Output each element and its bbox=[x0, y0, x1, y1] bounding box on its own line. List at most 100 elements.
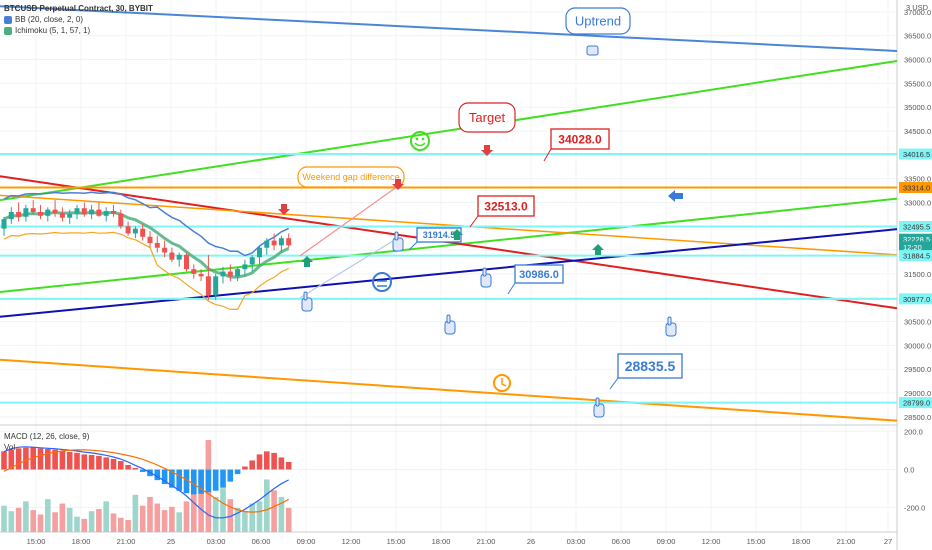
macd-histogram-bar bbox=[125, 464, 131, 470]
uptrend-callout: Uptrend bbox=[565, 7, 631, 35]
price-axis-tick: 34500.0 bbox=[904, 127, 931, 136]
price-axis-badge bbox=[899, 293, 932, 305]
uptrend-callout-text: Uptrend bbox=[575, 14, 621, 29]
price-axis-badge-text: 31884.5 bbox=[903, 252, 930, 261]
volume-bar bbox=[74, 516, 80, 532]
macd-histogram-bar bbox=[161, 469, 168, 485]
time-axis: 15:00 18:00 21:00 25 03:00 06:00 09:00 12:00 15:… bbox=[27, 537, 893, 546]
hand-pointer-icon bbox=[301, 291, 313, 312]
candle-body bbox=[74, 208, 80, 214]
macd-histogram-bar bbox=[271, 452, 277, 470]
hand-pointer-icon-finger bbox=[482, 267, 487, 277]
price-tag-28835-text: 28835.5 bbox=[625, 358, 676, 374]
price-axis-tick: 30000.0 bbox=[904, 341, 931, 350]
price-axis-tick: 36000.0 bbox=[904, 56, 931, 65]
uptrend-callout-box bbox=[565, 7, 631, 35]
arrow-up-icon bbox=[301, 256, 313, 267]
price-axis-tick: 33000.0 bbox=[904, 198, 931, 207]
candle-body bbox=[147, 236, 153, 243]
volume-bar bbox=[169, 506, 175, 532]
volume-bar bbox=[45, 499, 51, 532]
ichimoku-base-line bbox=[3, 210, 290, 279]
candle-body bbox=[227, 271, 233, 277]
vol-legend[interactable]: Vol bbox=[4, 443, 16, 452]
price-axis-badge-text: 33314.0 bbox=[903, 184, 930, 193]
ichimoku-swatch bbox=[4, 26, 12, 35]
macd-histogram-bar bbox=[212, 469, 219, 491]
price-tag-34028-box bbox=[550, 128, 610, 150]
price-tag-leader bbox=[609, 377, 619, 390]
macd-histogram-bar bbox=[169, 469, 175, 488]
macd-histogram-bar bbox=[37, 448, 44, 470]
volume-bar bbox=[198, 475, 204, 532]
macd-histogram-bar bbox=[234, 469, 241, 475]
orange-lower-line bbox=[0, 358, 898, 422]
volume-bar bbox=[37, 514, 44, 532]
volume-bar bbox=[118, 517, 124, 532]
macd-legend[interactable]: MACD (12, 26, close, 9) bbox=[4, 432, 90, 441]
macd-histogram-bar bbox=[8, 449, 15, 470]
arrow-down-icon bbox=[278, 204, 290, 215]
candle-body bbox=[184, 254, 189, 270]
time-axis-tick: 25 bbox=[167, 537, 175, 546]
bb-legend[interactable]: BB (20, close, 2, 0) bbox=[4, 14, 153, 25]
volume-bar bbox=[8, 511, 15, 532]
blue-trend-line bbox=[0, 228, 898, 318]
price-axis-tick: 30500.0 bbox=[904, 318, 931, 327]
hand-pointer-icon-finger bbox=[667, 316, 672, 326]
bb-lower-band bbox=[3, 231, 289, 310]
volume-bar bbox=[234, 507, 241, 532]
candle-body bbox=[154, 242, 160, 248]
macd-histogram-bar bbox=[191, 469, 197, 495]
weekend-gap-callout-text: Weekend gap difference bbox=[302, 172, 399, 182]
hand-pointer-icon-finger bbox=[446, 314, 451, 324]
clock-hands bbox=[501, 378, 507, 387]
candle-body bbox=[249, 257, 255, 265]
time-axis-tick: 26 bbox=[527, 537, 535, 546]
volume-bar bbox=[110, 513, 117, 532]
uptrend-marker-body bbox=[586, 45, 599, 56]
volume-bar bbox=[191, 492, 197, 532]
candle-body bbox=[176, 254, 182, 260]
symbol-title[interactable]: BTCUSD Perpetual Contract, 30, BYBIT bbox=[4, 4, 153, 13]
volume-bar bbox=[147, 496, 153, 532]
volume-bar bbox=[227, 499, 234, 532]
volume-bar bbox=[183, 501, 190, 532]
macd-histogram-bar bbox=[220, 469, 226, 488]
volume-bar bbox=[52, 512, 58, 532]
ichimoku-legend[interactable]: Ichimoku (5, 1, 57, 1) bbox=[4, 25, 153, 36]
volume-bar bbox=[242, 511, 248, 532]
clock-face bbox=[493, 374, 511, 392]
macd-histogram-bar bbox=[256, 454, 263, 470]
price-tag-leader bbox=[408, 241, 418, 251]
price-axis-badge bbox=[899, 148, 932, 160]
time-axis-tick: 21:00 bbox=[117, 537, 136, 546]
macd-axis-tick: -200.0 bbox=[904, 503, 925, 512]
time-axis-tick: 21:00 bbox=[477, 537, 496, 546]
smiley-icon bbox=[410, 131, 430, 151]
price-axis-tick: 36500.0 bbox=[904, 32, 931, 41]
price-tag-28835: 28835.5 bbox=[617, 353, 683, 379]
price-axis-badge-text: 30977.0 bbox=[903, 295, 930, 304]
candle-body bbox=[278, 238, 284, 246]
main-legend: BTCUSD Perpetual Contract, 30, BYBIT BB … bbox=[4, 3, 153, 36]
macd-histogram-bar bbox=[1, 451, 7, 470]
arrow-up-icon bbox=[451, 229, 463, 240]
price-axis-tick: 33500.0 bbox=[904, 175, 931, 184]
price-axis-tick: 31500.0 bbox=[904, 270, 931, 279]
candle-body bbox=[89, 209, 95, 215]
volume-bar bbox=[161, 510, 168, 532]
volume-bar bbox=[81, 518, 88, 532]
projection-arrow bbox=[299, 187, 396, 257]
price-axis-unit: 3 USD bbox=[906, 3, 929, 12]
hand-pointer-icon-finger bbox=[595, 397, 600, 407]
bb-upper-band bbox=[3, 191, 290, 257]
price-axis-tick: 35000.0 bbox=[904, 103, 931, 112]
volume-bar bbox=[132, 494, 139, 532]
candle-body bbox=[242, 264, 248, 270]
candle-body bbox=[125, 226, 131, 234]
weekend-gap-callout: Weekend gap difference bbox=[297, 166, 405, 188]
macd-histogram-bar bbox=[96, 455, 102, 470]
candle-body bbox=[8, 212, 14, 220]
